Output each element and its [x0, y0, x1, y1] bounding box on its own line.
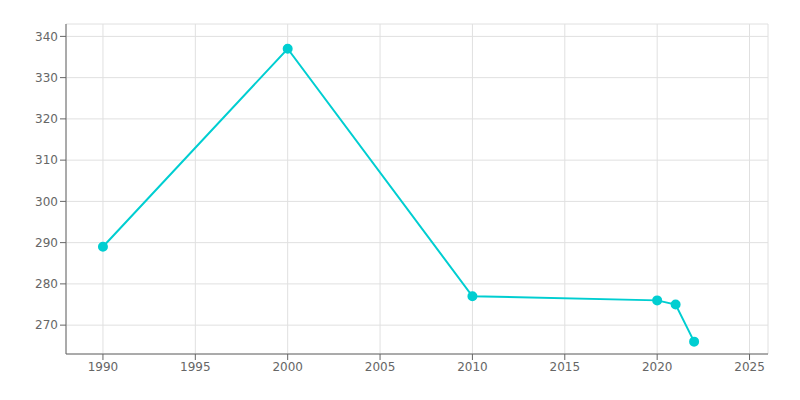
svg-text:340: 340 [35, 30, 58, 44]
svg-text:1990: 1990 [88, 360, 119, 374]
svg-text:330: 330 [35, 71, 58, 85]
svg-text:270: 270 [35, 318, 58, 332]
svg-text:2020: 2020 [642, 360, 673, 374]
svg-text:2015: 2015 [550, 360, 581, 374]
svg-text:2000: 2000 [272, 360, 303, 374]
svg-text:2025: 2025 [734, 360, 765, 374]
svg-text:310: 310 [35, 153, 58, 167]
svg-text:2005: 2005 [365, 360, 396, 374]
svg-text:2010: 2010 [457, 360, 488, 374]
svg-text:300: 300 [35, 195, 58, 209]
svg-text:1995: 1995 [180, 360, 211, 374]
svg-text:320: 320 [35, 112, 58, 126]
svg-text:280: 280 [35, 277, 58, 291]
svg-text:290: 290 [35, 236, 58, 250]
